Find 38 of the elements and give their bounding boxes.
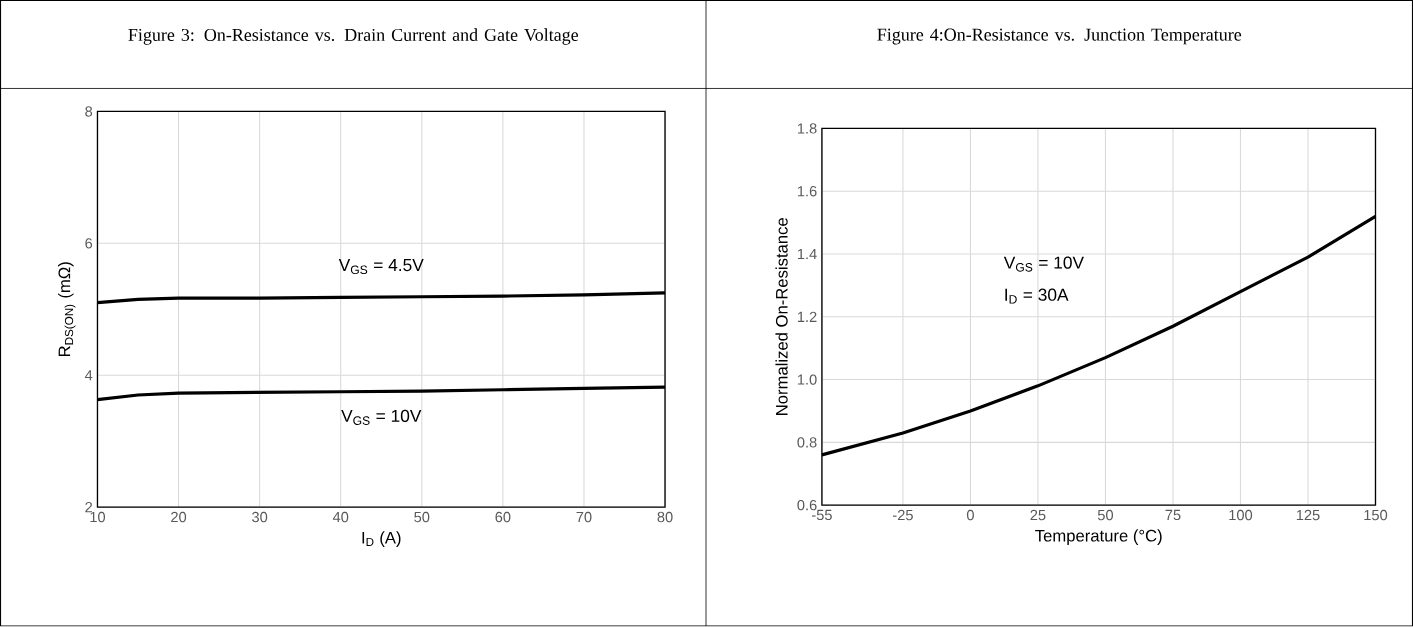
- y-axis-title: Normalized On-Resistance: [775, 218, 788, 416]
- x-tick-label: -25: [892, 510, 913, 521]
- x-tick-label: 30: [252, 512, 268, 523]
- y-tick-label: 1.6: [797, 186, 817, 197]
- y-tick-label: 1.8: [797, 123, 817, 134]
- y-axis-title: R$_{DS(ON)}$ (mΩ): [58, 262, 76, 357]
- x-tick-label: 25: [1030, 510, 1046, 521]
- annotation: V$_{GS}$ = 10V: [1003, 256, 1084, 272]
- y-tick-label: 0.6: [797, 500, 817, 511]
- y-tick-label: 2: [85, 502, 93, 513]
- x-axis-title: Temperature (°C): [1035, 529, 1162, 546]
- x-tick-label: 75: [1165, 510, 1181, 521]
- series-label: V$_{GS}$ = 4.5V: [338, 259, 424, 275]
- y-tick-label: 8: [85, 106, 93, 117]
- x-tick-label: 10: [90, 512, 106, 523]
- y-tick-label: 4: [84, 370, 93, 381]
- x-tick-label: 150: [1364, 510, 1388, 521]
- y-tick-label: 6: [85, 238, 93, 249]
- x-tick-label: 80: [657, 512, 673, 523]
- x-tick-label: 60: [495, 512, 511, 523]
- x-tick-label: 50: [414, 512, 430, 523]
- x-tick-label: 40: [332, 512, 349, 523]
- y-tick-label: 1.0: [797, 374, 817, 385]
- y-tick-label: 1.4: [797, 249, 817, 260]
- x-tick-label: 0: [966, 510, 974, 521]
- annotation: I$_{D}$ = 30A: [1005, 288, 1069, 304]
- chart-title: Figure 4:On-Resistance vs. Junction Temperature: [877, 28, 1242, 45]
- x-tick-label: 100: [1229, 510, 1253, 521]
- x-tick-label: 50: [1097, 510, 1114, 521]
- series-label: V$_{GS}$ = 10V: [341, 409, 422, 426]
- x-tick-label: 125: [1296, 510, 1320, 521]
- y-tick-label: 1.2: [797, 311, 817, 323]
- chart-title: Figure 3: On-Resistance vs. Drain Current and Gate Voltage: [128, 28, 579, 45]
- x-axis-title: I$_{D}$ (A): [362, 531, 401, 548]
- y-tick-label: 0.8: [797, 437, 817, 448]
- x-tick-label: 70: [576, 512, 592, 523]
- x-tick-label: 20: [171, 512, 187, 523]
- x-tick-label: -55: [811, 510, 832, 521]
